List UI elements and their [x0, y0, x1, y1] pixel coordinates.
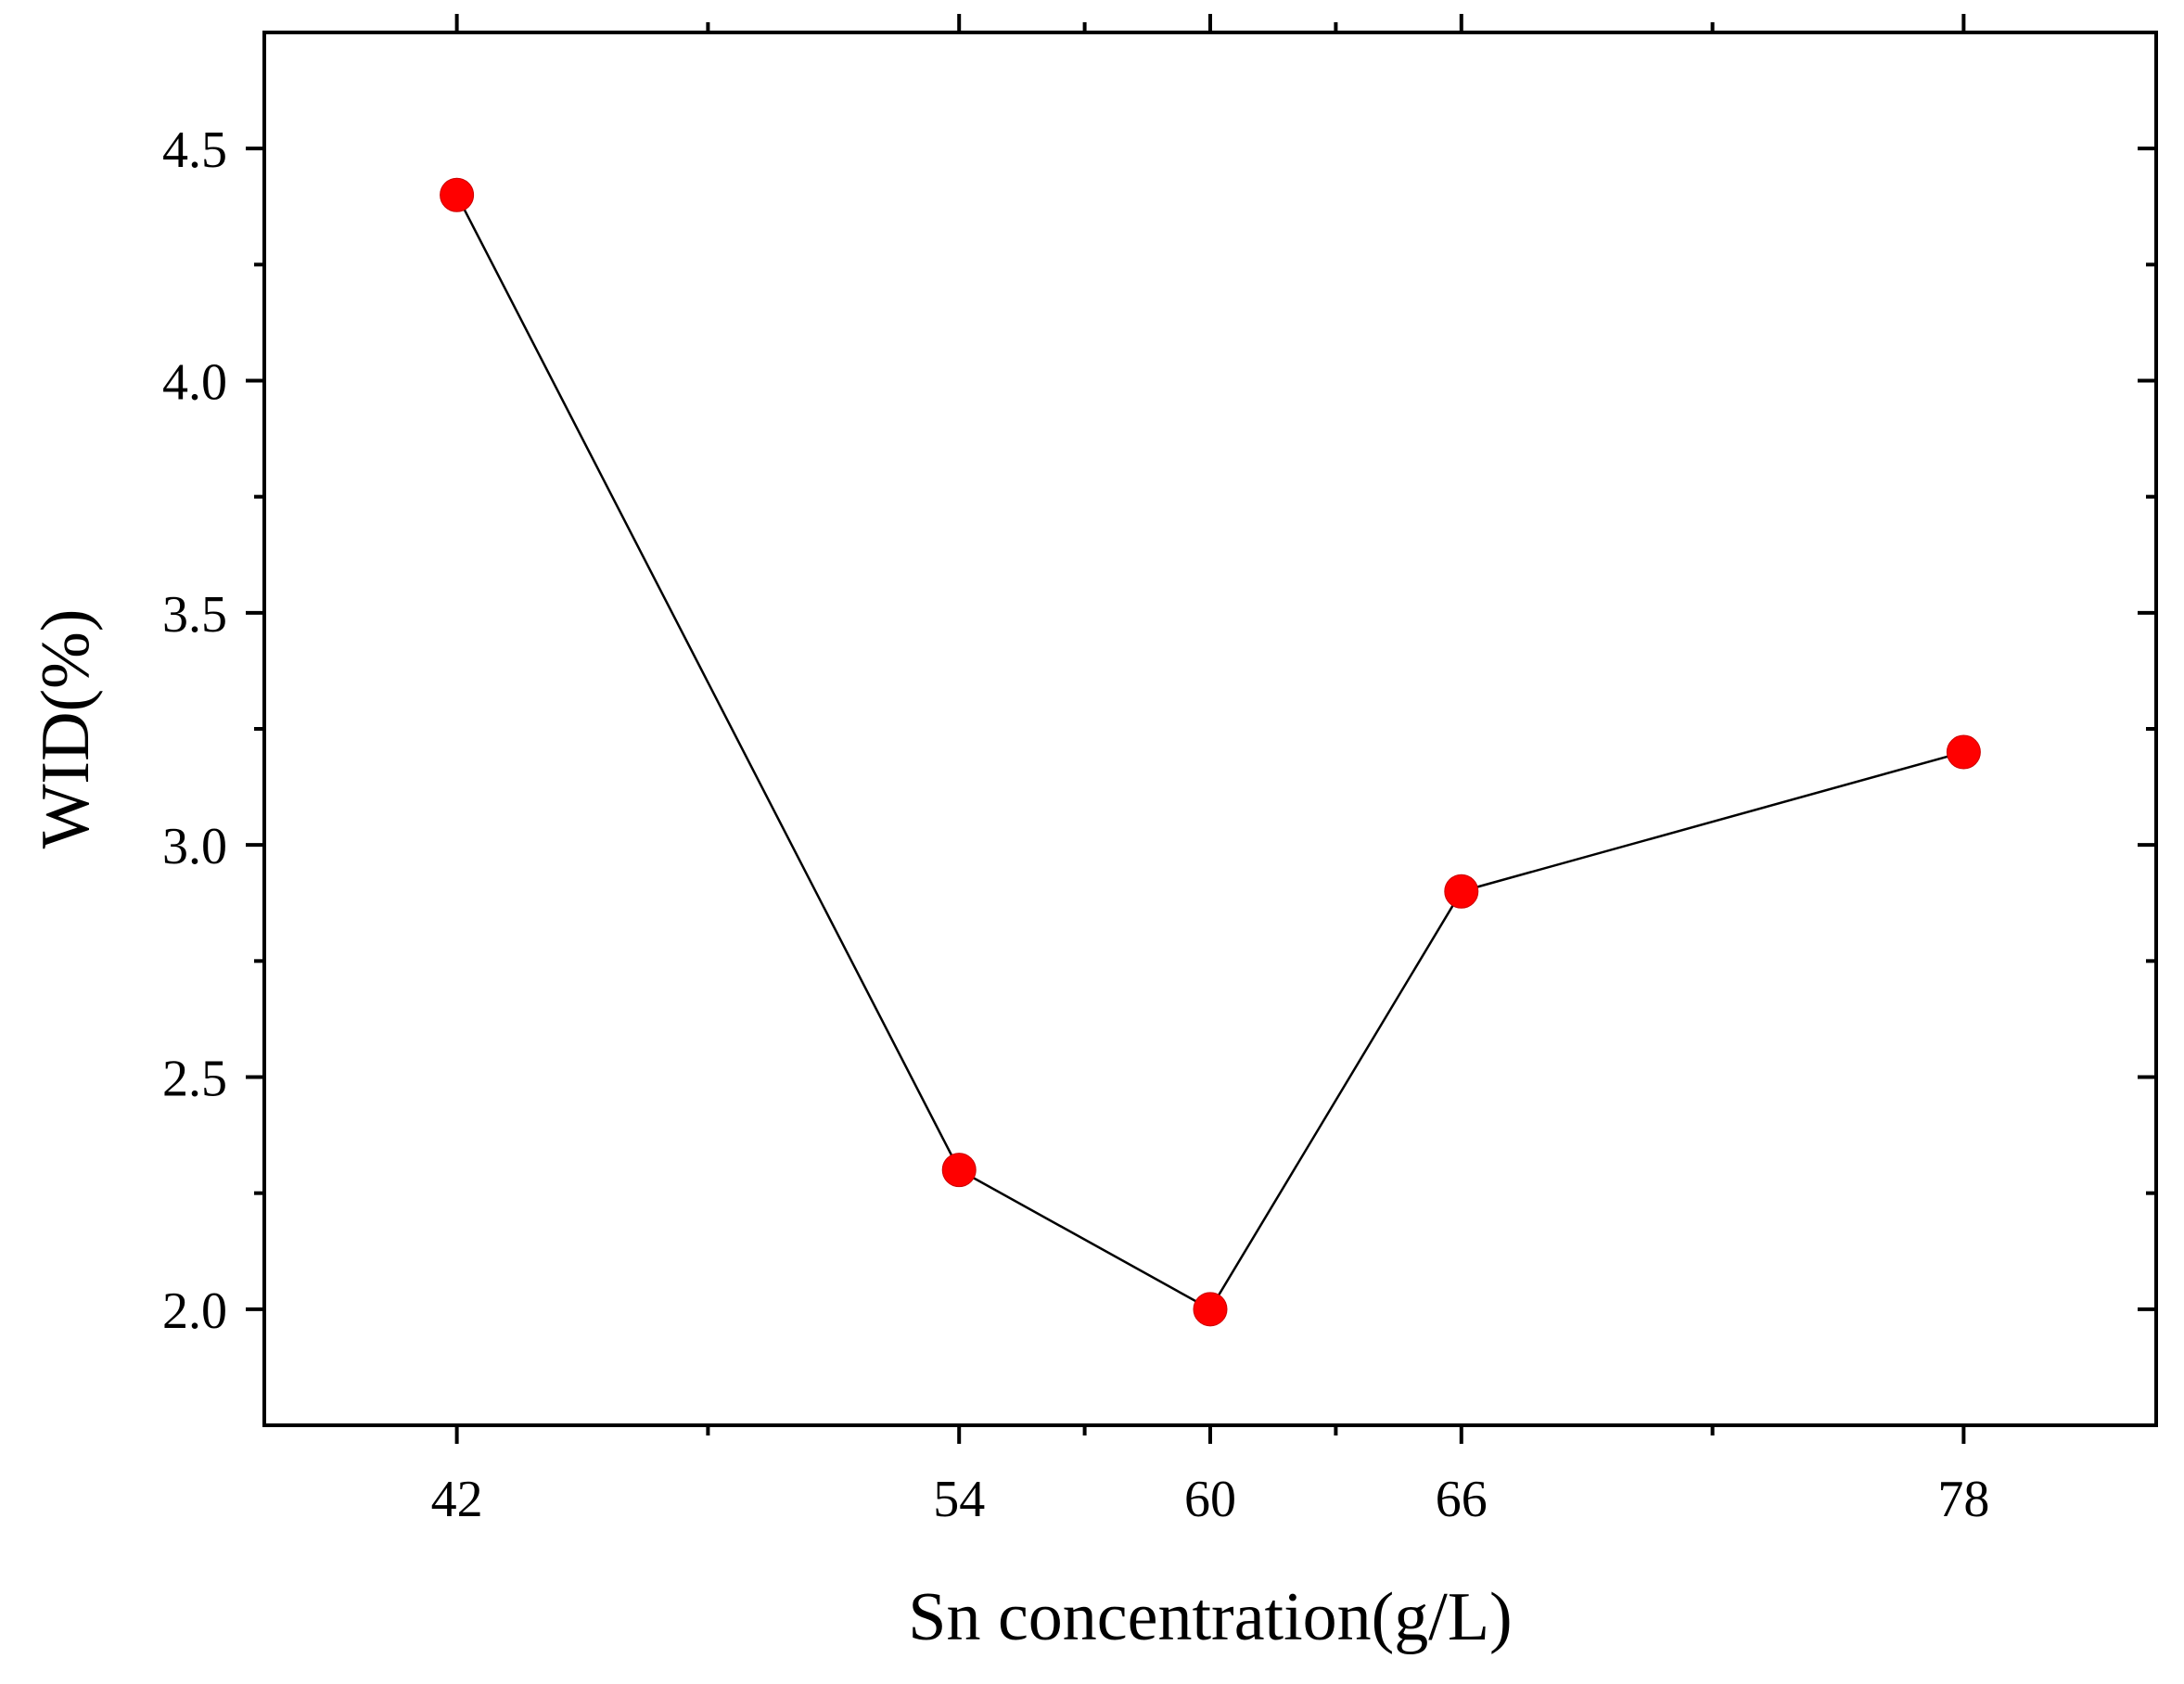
x-axis: 42 54 60 66 78 — [431, 14, 1989, 1528]
x-tick-label: 60 — [1184, 1471, 1236, 1528]
x-tick-label: 42 — [431, 1471, 483, 1528]
series-line — [455, 194, 1964, 1311]
y-axis: 2.0 2.5 3.0 3.5 4.0 4.5 — [162, 121, 2156, 1340]
x-tick-label: 54 — [933, 1471, 985, 1528]
data-point — [1193, 1292, 1228, 1327]
y-tick-label: 3.0 — [162, 818, 227, 875]
plot-frame — [262, 31, 2158, 1427]
data-point — [1444, 874, 1479, 909]
data-point — [941, 1153, 977, 1188]
x-tick-label: 78 — [1937, 1471, 1989, 1528]
data-points — [440, 177, 1981, 1327]
y-tick-label: 4.0 — [162, 354, 227, 412]
data-point — [1946, 734, 1981, 770]
y-tick-label: 4.5 — [162, 121, 227, 179]
x-axis-title: Sn concentration(g/L) — [908, 1579, 1512, 1655]
y-tick-label: 2.5 — [162, 1051, 227, 1108]
data-point — [440, 177, 475, 212]
x-tick-label: 66 — [1436, 1471, 1488, 1528]
y-tick-label: 2.0 — [162, 1282, 227, 1340]
y-tick-label: 3.5 — [162, 586, 227, 644]
y-axis-title: WID(%) — [28, 609, 104, 849]
